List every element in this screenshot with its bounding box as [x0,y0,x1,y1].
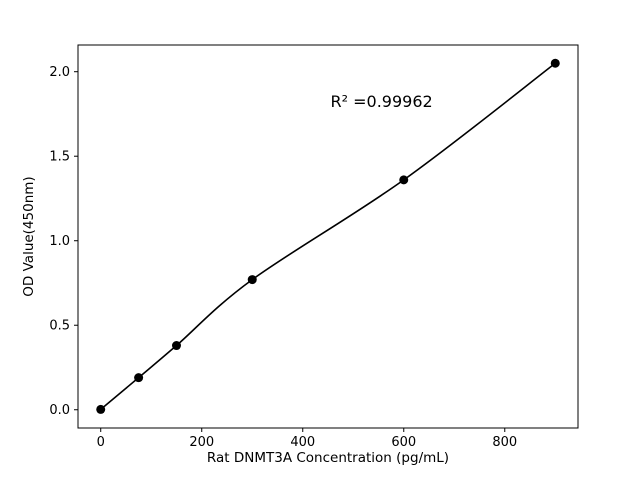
data-point [550,58,560,68]
axis-tick-labels: 0 200 400 600 800 0.0 0.5 1.0 1.5 2.0 [49,65,517,450]
x-tick-label: 800 [492,435,517,450]
data-point [134,373,144,383]
y-tick-label: 0.0 [49,403,70,418]
x-axis-label: Rat DNMT3A Concentration (pg/mL) [207,450,449,466]
x-tick-label: 400 [290,435,315,450]
data-point [96,404,106,414]
data-point [247,275,257,285]
data-point [399,175,409,185]
y-tick-label: 1.5 [49,150,70,165]
r-squared-annotation: R² =0.99962 [331,92,433,111]
plot-border [77,44,579,429]
x-tick-label: 200 [189,435,214,450]
x-tick-label: 600 [391,435,416,450]
data-point [171,341,181,351]
x-tick-label: 0 [97,435,105,450]
y-tick-label: 1.0 [49,234,70,249]
fitted-curve [100,62,556,411]
y-tick-label: 2.0 [49,65,70,80]
y-axis-label: OD Value(450nm) [21,176,37,296]
axis-ticks [74,71,506,432]
y-tick-label: 0.5 [49,319,70,334]
data-points [96,58,560,414]
